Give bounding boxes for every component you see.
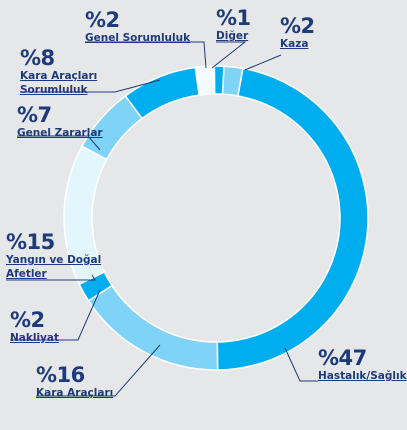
segment-label: %2 Kaza [280, 16, 340, 52]
segment-label: %2 Genel Sorumluluk [85, 10, 215, 46]
leader-line [17, 135, 101, 151]
category-label: Nakliyat [10, 332, 60, 344]
category-label: Diğer [216, 30, 249, 42]
category-label: Kaza [280, 38, 309, 50]
leader-line [244, 54, 282, 71]
segment-label: %2 Nakliyat [10, 310, 90, 346]
percent-label: %16 [36, 363, 85, 387]
leader-line [10, 289, 101, 341]
category-label: Kara Araçları [36, 387, 114, 399]
segment-label: %8 Kara Araçları Sorumluluk [20, 48, 120, 97]
leader-line [85, 41, 207, 69]
category-label: Hastalık/Sağlık [318, 370, 407, 382]
leader-line [36, 344, 161, 397]
leader-line [211, 41, 247, 69]
category-label: Kara Araçları Sorumluluk [20, 70, 98, 96]
category-label: Yangın ve Doğal Afetler [6, 254, 102, 280]
percent-label: %2 [85, 8, 120, 32]
leader-line [20, 79, 161, 93]
percent-label: %1 [216, 6, 251, 30]
leader-line [284, 347, 318, 382]
segment-label: %7 Genel Zararlar [17, 105, 107, 141]
segment [87, 284, 219, 371]
segment-label: %1 Diğer [216, 8, 256, 44]
category-label: Genel Zararlar [17, 127, 103, 139]
percent-label: %2 [10, 308, 45, 332]
segment [216, 67, 369, 371]
percent-label: %7 [17, 103, 52, 127]
segment [213, 65, 225, 95]
leader-line [6, 274, 96, 281]
segment-label: %15 Yangın ve Doğal Afetler [6, 232, 106, 281]
percent-label: %47 [318, 346, 367, 370]
percent-label: %2 [280, 14, 315, 38]
segment-label: %47 Hastalık/Sağlık [318, 348, 407, 384]
percent-label: %8 [20, 46, 55, 70]
percent-label: %15 [6, 230, 55, 254]
segment-label: %16 Kara Araçları [36, 365, 136, 401]
segment [124, 66, 201, 120]
segment [194, 65, 216, 96]
category-label: Genel Sorumluluk [85, 32, 191, 44]
